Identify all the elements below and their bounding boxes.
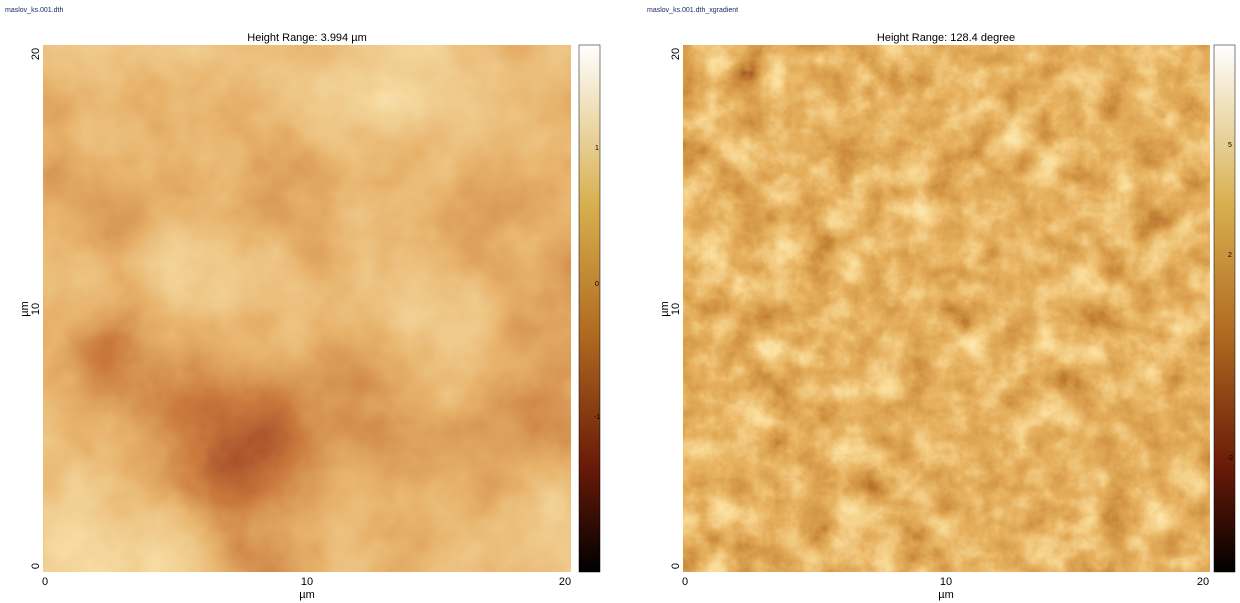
afm-image (43, 45, 571, 572)
y-tick-label: 10 (670, 303, 682, 315)
colorbar-tick-label: -1 (594, 414, 600, 421)
colorbar (1214, 45, 1235, 572)
y-tick-label: 20 (670, 48, 682, 60)
y-tick-label: 0 (30, 563, 42, 569)
colorbar-tick-label: -5 (1227, 562, 1233, 569)
panel-title: Height Range: 3.994 µm (247, 32, 366, 44)
x-axis-label: µm (938, 589, 954, 601)
y-tick-label: 20 (30, 48, 42, 60)
y-axis-label: µm (659, 301, 671, 317)
x-tick-label: 0 (42, 576, 48, 588)
x-axis-label: µm (299, 589, 315, 601)
colorbar (579, 45, 600, 572)
colorbar-tick-label: 2 (1228, 252, 1232, 259)
page: maslov_ks.001.dth Height Range: 3.994 µm… (0, 0, 1240, 603)
x-tick-label: 20 (559, 576, 571, 588)
x-tick-label: 20 (1197, 576, 1209, 588)
y-axis-label: µm (19, 301, 31, 317)
y-tick-label: 10 (30, 303, 42, 315)
y-tick-label: 0 (670, 563, 682, 569)
colorbar-tick-label: -2 (1227, 455, 1233, 462)
x-tick-label: 10 (301, 576, 313, 588)
colorbar-tick-label: -2 (594, 546, 600, 553)
colorbar-tick-label: 1 (595, 145, 599, 152)
x-tick-label: 10 (940, 576, 952, 588)
x-tick-label: 0 (682, 576, 688, 588)
colorbar-tick-label: 0 (595, 281, 599, 288)
filename: maslov_ks.001.dth (5, 7, 63, 14)
filename: maslov_ks.001.dth_xgradient (647, 7, 738, 14)
panel-title: Height Range: 128.4 degree (877, 32, 1015, 44)
colorbar-tick-label: 5 (1228, 142, 1232, 149)
afm-image (683, 45, 1210, 572)
